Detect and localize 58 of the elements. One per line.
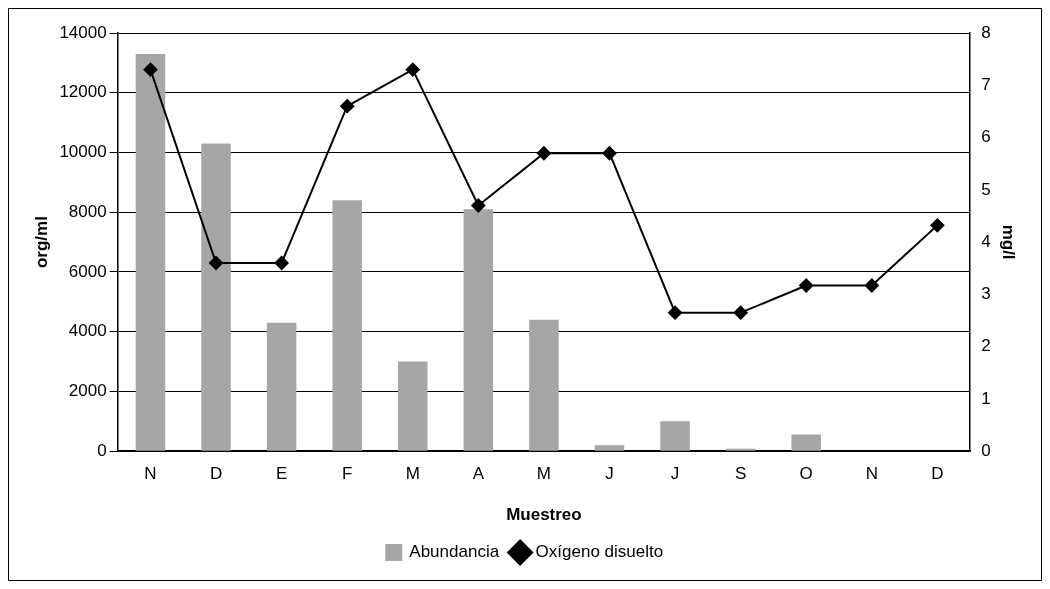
y2-tick-label: 5 bbox=[981, 179, 991, 199]
point bbox=[405, 62, 420, 77]
legend-label: Oxígeno disuelto bbox=[535, 542, 664, 562]
x-axis-title: Muestreo bbox=[506, 505, 582, 525]
x-tick-label: J bbox=[670, 464, 680, 484]
y-tick-label: 10000 bbox=[59, 142, 107, 162]
y2-tick-label: 0 bbox=[981, 440, 991, 460]
point bbox=[799, 278, 814, 293]
bar bbox=[398, 361, 428, 451]
x-tick-label: D bbox=[209, 464, 223, 484]
y2-tick-label: 3 bbox=[981, 284, 991, 304]
y-tick-label: 0 bbox=[97, 440, 107, 460]
bar bbox=[266, 322, 297, 451]
bar bbox=[201, 143, 231, 451]
bar bbox=[594, 445, 625, 451]
point bbox=[733, 305, 748, 320]
point bbox=[602, 146, 617, 161]
bar bbox=[660, 421, 690, 451]
point bbox=[143, 62, 158, 77]
point bbox=[536, 146, 551, 161]
x-tick-label: S bbox=[734, 464, 747, 484]
bar bbox=[332, 200, 362, 451]
x-tick-label: N bbox=[144, 464, 157, 484]
point bbox=[864, 278, 879, 293]
x-tick-label: F bbox=[341, 464, 353, 484]
x-tick-label: M bbox=[536, 464, 551, 484]
point bbox=[209, 256, 224, 271]
y2-tick-label: 7 bbox=[981, 74, 991, 94]
point bbox=[668, 305, 683, 320]
x-tick-label: A bbox=[472, 464, 485, 484]
legend-label: Abundancia bbox=[409, 542, 500, 562]
x-tick-label: O bbox=[799, 464, 813, 484]
y-tick-label: 8000 bbox=[68, 201, 107, 221]
x-tick-label: E bbox=[275, 464, 288, 484]
y-tick-label: 4000 bbox=[68, 321, 107, 341]
x-tick-label: M bbox=[405, 464, 420, 484]
bar bbox=[135, 53, 166, 451]
x-tick-label: N bbox=[865, 464, 878, 484]
y-tick-label: 6000 bbox=[68, 261, 107, 281]
y2-tick-label: 2 bbox=[981, 336, 991, 356]
bar bbox=[463, 209, 494, 451]
x-tick-label: D bbox=[931, 464, 944, 484]
y2-axis-title: mg/l bbox=[999, 224, 1019, 260]
bar bbox=[791, 434, 821, 451]
y2-tick-label: 8 bbox=[981, 22, 991, 42]
point bbox=[930, 218, 945, 233]
y2-tick-label: 1 bbox=[981, 388, 991, 408]
point bbox=[471, 198, 486, 213]
bar bbox=[529, 319, 559, 451]
x-tick-label: J bbox=[605, 464, 614, 484]
point bbox=[340, 99, 355, 114]
y2-tick-label: 4 bbox=[981, 231, 991, 251]
point bbox=[274, 256, 289, 271]
y-axis-title: org/ml bbox=[31, 216, 51, 269]
y-tick-label: 12000 bbox=[59, 82, 107, 102]
y-tick-label: 2000 bbox=[68, 381, 107, 401]
y-tick-label: 14000 bbox=[59, 22, 107, 42]
y2-tick-label: 6 bbox=[981, 127, 991, 147]
